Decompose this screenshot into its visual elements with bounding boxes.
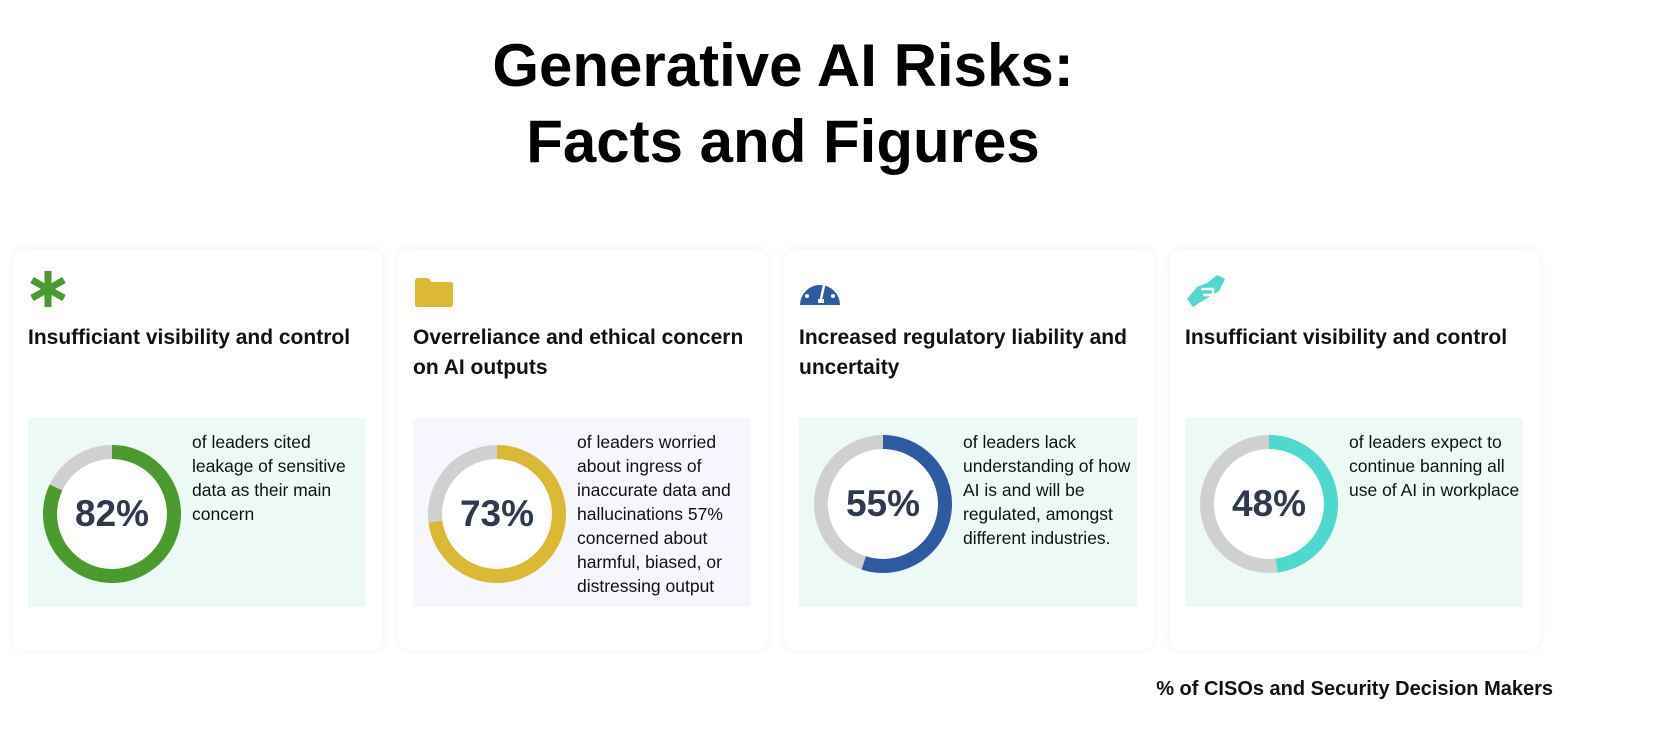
- stat-panel: 48% of leaders expect to continue bannin…: [1185, 418, 1523, 607]
- risk-card: Overreliance and ethical concern on AI o…: [398, 249, 768, 650]
- page-title: Generative AI Risks: Facts and Figures: [0, 28, 1566, 180]
- percent-label: 55%: [845, 483, 921, 524]
- title-line-1: Generative AI Risks:: [492, 32, 1074, 99]
- percent-label: 82%: [74, 493, 150, 534]
- donut-chart: 73%: [425, 442, 569, 586]
- stat-description: of leaders cited leakage of sensitive da…: [192, 432, 346, 524]
- donut-chart: 55%: [811, 432, 955, 576]
- stat-description: of leaders lack understanding of how AI …: [963, 432, 1131, 548]
- stat-panel: 73% of leaders worried about ingress of …: [413, 418, 751, 607]
- footer-note: % of CISOs and Security Decision Makers: [1156, 678, 1553, 700]
- stat-panel: 55% of leaders lack understanding of how…: [799, 418, 1137, 607]
- donut-value-arc: [43, 445, 181, 583]
- dashboard-gauge-icon: [799, 269, 841, 309]
- risk-card: Insufficiant visibility and control 48% …: [1170, 249, 1540, 650]
- title-line-2: Facts and Figures: [526, 108, 1040, 175]
- donut-value-arc: [814, 435, 952, 573]
- asterisk-icon: [28, 269, 70, 309]
- card-title: Overreliance and ethical concern on AI o…: [413, 326, 744, 379]
- card-title: Insufficiant visibility and control: [1185, 326, 1508, 349]
- folder-icon: [413, 269, 455, 309]
- risk-card: Increased regulatory liability and uncer…: [784, 249, 1154, 650]
- percent-label: 73%: [459, 493, 535, 534]
- card-title: Increased regulatory liability and uncer…: [799, 326, 1127, 379]
- risk-card: Insufficiant visibility and control 82% …: [13, 249, 383, 650]
- card-title: Insufficiant visibility and control: [28, 326, 351, 349]
- handshake-icon: [1185, 269, 1227, 309]
- donut-value-arc: [428, 445, 566, 583]
- donut-chart: 48%: [1197, 432, 1341, 576]
- stat-description: of leaders worried about ingress of inac…: [577, 432, 731, 596]
- stat-description: of leaders expect to continue banning al…: [1349, 432, 1520, 500]
- percent-label: 48%: [1231, 483, 1307, 524]
- donut-chart: 82%: [40, 442, 184, 586]
- stat-panel: 82% of leaders cited leakage of sensitiv…: [28, 418, 366, 607]
- donut-value-arc: [1200, 435, 1338, 573]
